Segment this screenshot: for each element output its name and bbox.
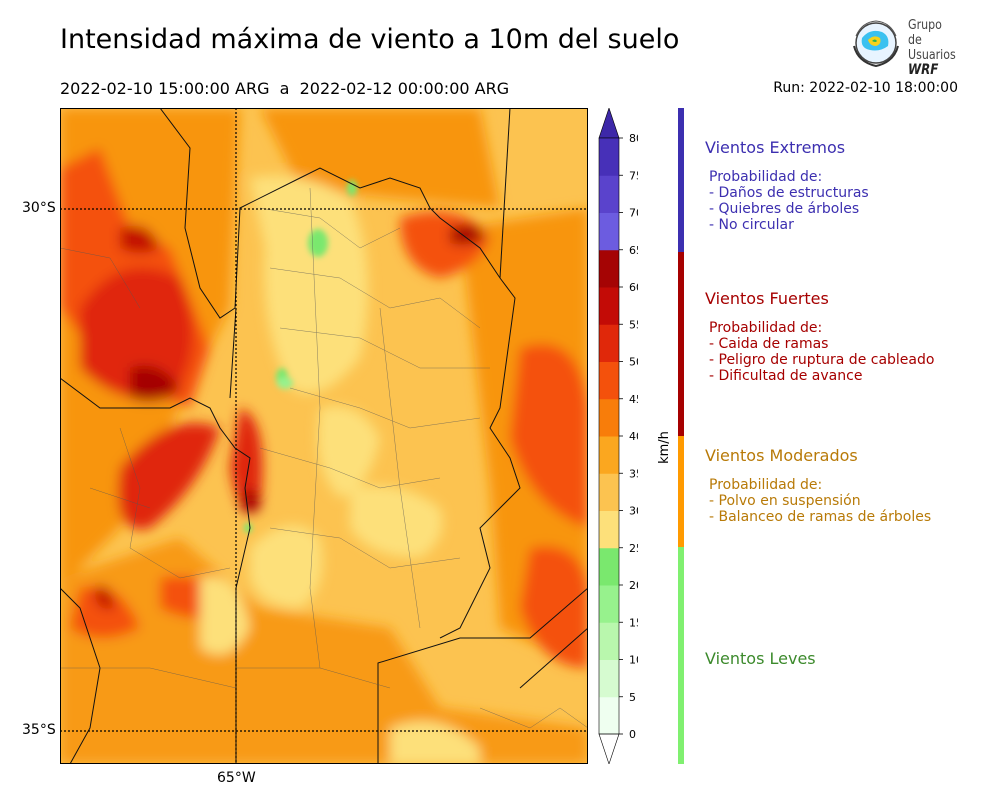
colorbar: 0 5 10 15 20 25 30 35 40 45 50 55 60 65 70 75 80	[598, 108, 638, 764]
lat-label-30s: 30°S	[22, 200, 56, 216]
colorbar-tick-label: 5	[629, 691, 636, 704]
colorbar-tick-label: 70	[629, 207, 638, 220]
legend-category: Vientos Moderados Probabilidad de: - Polv…	[705, 446, 931, 525]
run-timestamp: Run: 2022-02-10 18:00:00	[773, 80, 958, 96]
colorbar-tick-label: 55	[629, 318, 638, 331]
colorbar-tick-label: 35	[629, 467, 638, 480]
colorbar-bin	[599, 324, 619, 362]
legend-category-description: Probabilidad de: - Daños de estructuras …	[709, 169, 869, 233]
legend-category-description: Probabilidad de: - Polvo en suspensión -…	[709, 477, 932, 525]
colorbar-tick-label: 15	[629, 616, 638, 629]
colorbar-bin	[599, 361, 619, 400]
legend-bar-segment	[678, 252, 684, 436]
logo-line-2: Usuarios	[908, 48, 956, 63]
colorbar-tick-label: 20	[629, 579, 638, 592]
colorbar-tick-label: 30	[629, 505, 638, 518]
wrf-group-logo: Grupo de Usuarios WRF	[848, 16, 968, 78]
logo-line-3: WRF	[908, 62, 939, 78]
colorbar-bin	[599, 659, 619, 698]
colorbar-unit-label: km/h	[656, 431, 672, 464]
colorbar-bin	[599, 696, 619, 735]
colorbar-tick-label: 80	[629, 132, 638, 145]
lat-label-35s: 35°S	[22, 722, 56, 738]
colorbar-tick-label: 25	[629, 542, 638, 555]
colorbar-tick-label: 65	[629, 244, 638, 257]
colorbar-bin	[599, 585, 619, 623]
wind-field	[60, 108, 588, 764]
colorbar-tick-label: 75	[629, 169, 638, 182]
logo-line-1: Grupo de	[908, 18, 942, 48]
legend-category-name: Vientos Extremos	[705, 138, 846, 157]
legend-category: Vientos Fuertes Probabilidad de: - Caida …	[705, 289, 934, 384]
wind-intensity-map	[60, 108, 588, 764]
legend-category: Vientos Leves	[705, 649, 816, 668]
forecast-period: 2022-02-10 15:00:00 ARG a 2022-02-12 00:…	[60, 79, 510, 98]
colorbar-bin	[599, 287, 619, 325]
legend-bar-segment	[678, 547, 684, 764]
colorbar-bin	[599, 436, 619, 474]
colorbar-bin	[599, 138, 619, 176]
legend-bar-segment	[678, 436, 684, 547]
colorbar-tick-label: 10	[629, 654, 638, 667]
colorbar-tick-label: 60	[629, 281, 638, 294]
legend-category-name: Vientos Moderados	[705, 446, 858, 465]
logo-text: Grupo de Usuarios WRF	[908, 18, 959, 78]
colorbar-tick-label: 50	[629, 356, 638, 369]
province-borders	[60, 108, 588, 764]
colorbar-bin	[599, 212, 619, 251]
colorbar-tick-label: 40	[629, 430, 638, 443]
legend-category: Vientos Extremos Probabilidad de: - Daños…	[705, 138, 869, 233]
colorbar-bin	[599, 175, 619, 213]
colorbar-tick-label: 0	[629, 728, 636, 741]
colorbar-bin	[599, 473, 619, 511]
colorbar-bin	[599, 510, 619, 549]
lon-label-65w: 65°W	[217, 770, 256, 786]
legend-category-description: Probabilidad de: - Caida de ramas - Peli…	[709, 320, 935, 384]
globe-icon	[853, 20, 899, 68]
graticule	[60, 108, 588, 764]
legend-category-name: Vientos Leves	[705, 649, 816, 668]
colorbar-extend-low	[598, 733, 620, 764]
colorbar-bin	[599, 398, 619, 437]
colorbar-tick-label: 45	[629, 393, 638, 406]
legend-category-name: Vientos Fuertes	[705, 289, 829, 308]
legend-bar-segment	[678, 108, 684, 252]
map-title: Intensidad máxima de viento a 10m del su…	[60, 24, 680, 55]
colorbar-bin	[599, 547, 619, 586]
colorbar-extend-high	[598, 108, 620, 139]
department-borders	[60, 187, 588, 729]
colorbar-bin	[599, 249, 619, 288]
colorbar-bin	[599, 622, 619, 660]
